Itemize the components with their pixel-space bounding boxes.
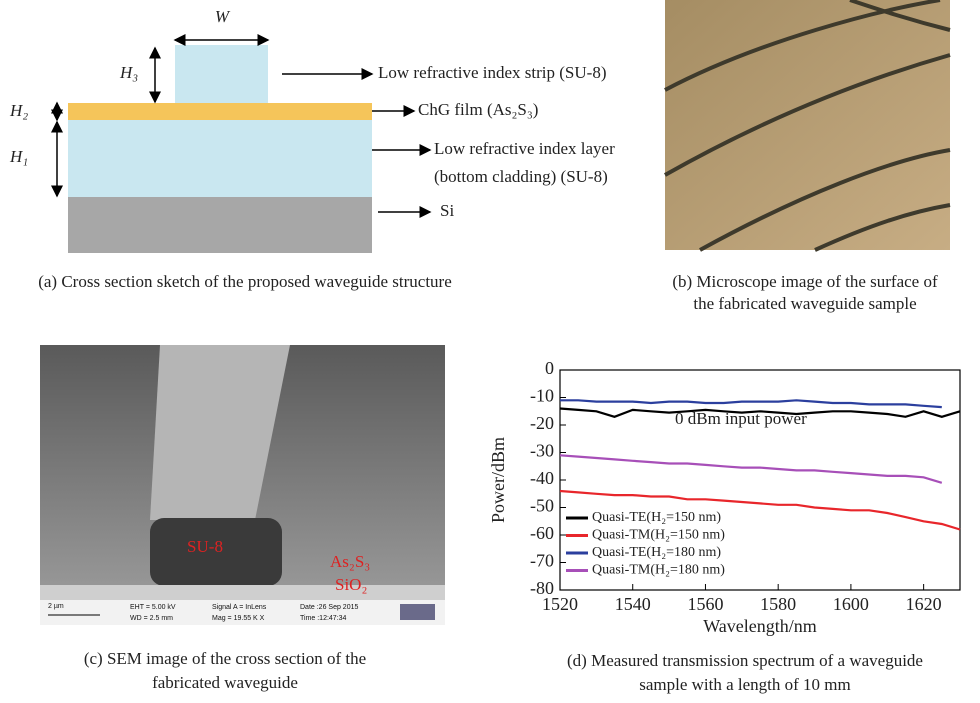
x-tick-label: 1580 <box>760 594 796 614</box>
info: WD = 2.5 mm <box>130 615 173 622</box>
dim-label: W <box>215 7 231 26</box>
annotation: (bottom cladding) (SU-8) <box>434 167 608 186</box>
legend-label: Quasi-TE(H₂=180 nm) <box>592 545 721 560</box>
dim-label: H₁ <box>9 147 28 166</box>
annotation: Low refractive index layer <box>434 139 615 158</box>
y-axis-label: Power/dBm <box>488 437 508 523</box>
y-tick-label: -30 <box>530 441 554 461</box>
panel-b: (b) Microscope image of the surface of t… <box>665 0 950 313</box>
figure: W H₃ H₂ H₁ Low refractive index strip (S… <box>0 0 980 698</box>
y-tick-label: -40 <box>530 468 554 488</box>
y-tick-label: -60 <box>530 523 554 543</box>
x-tick-label: 1540 <box>615 594 651 614</box>
label: SiO₂ <box>335 575 367 594</box>
y-tick-label: -20 <box>530 413 554 433</box>
x-axis-label: Wavelength/nm <box>703 616 817 636</box>
legend-label: Quasi-TM(H₂=150 nm) <box>592 528 725 543</box>
caption: (a) Cross section sketch of the proposed… <box>38 272 452 291</box>
microscope-image <box>665 0 950 250</box>
caption: (c) SEM image of the cross section of th… <box>84 649 366 668</box>
panel-a: W H₃ H₂ H₁ Low refractive index strip (S… <box>9 7 615 291</box>
panel-d: (d) Measured transmission spectrum of a … <box>488 358 960 694</box>
y-tick-label: -50 <box>530 496 554 516</box>
label: SU-8 <box>187 537 223 556</box>
legend-label: Quasi-TM(H₂=180 nm) <box>592 563 725 578</box>
x-tick-label: 1600 <box>833 594 869 614</box>
legend-label: Quasi-TE(H₂=150 nm) <box>592 510 721 525</box>
scale-bar-label: 2 µm <box>48 603 64 610</box>
caption: the fabricated waveguide sample <box>693 294 916 313</box>
si-substrate <box>68 197 372 253</box>
annotation: Low refractive index strip (SU-8) <box>378 63 606 82</box>
caption: (d) Measured transmission spectrum of a … <box>567 651 923 670</box>
x-tick-label: 1560 <box>687 594 723 614</box>
info: Signal A = InLens <box>212 604 267 611</box>
series-line <box>560 400 942 407</box>
info: Mag = 19.55 K X <box>212 615 265 622</box>
info: EHT = 5.00 kV <box>130 604 176 611</box>
x-tick-label: 1520 <box>542 594 578 614</box>
caption: fabricated waveguide <box>152 673 298 692</box>
x-tick-label: 1620 <box>906 594 942 614</box>
caption: (b) Microscope image of the surface of <box>672 272 938 291</box>
y-tick-label: 0 <box>545 358 554 378</box>
annotation: ChG film (As₂S₃) <box>418 100 538 119</box>
strip <box>175 45 268 103</box>
series-line <box>560 455 942 483</box>
label: As₂S₃ <box>330 552 370 571</box>
panel-c: SU-8 As₂S₃ SiO₂ 2 µm EHT = 5.00 kV WD = … <box>40 345 445 692</box>
annotation: Si <box>440 201 454 220</box>
y-tick-label: -70 <box>530 551 554 571</box>
caption: sample with a length of 10 mm <box>639 675 851 694</box>
chg-film <box>68 103 372 120</box>
logo <box>400 604 435 620</box>
cladding <box>68 120 372 197</box>
info: Date :26 Sep 2015 <box>300 604 358 611</box>
y-tick-label: -10 <box>530 386 554 406</box>
substrate <box>40 585 445 600</box>
dim-label: H₃ <box>119 63 138 82</box>
dim-label: H₂ <box>9 101 28 120</box>
info: Time :12:47:34 <box>300 615 347 622</box>
